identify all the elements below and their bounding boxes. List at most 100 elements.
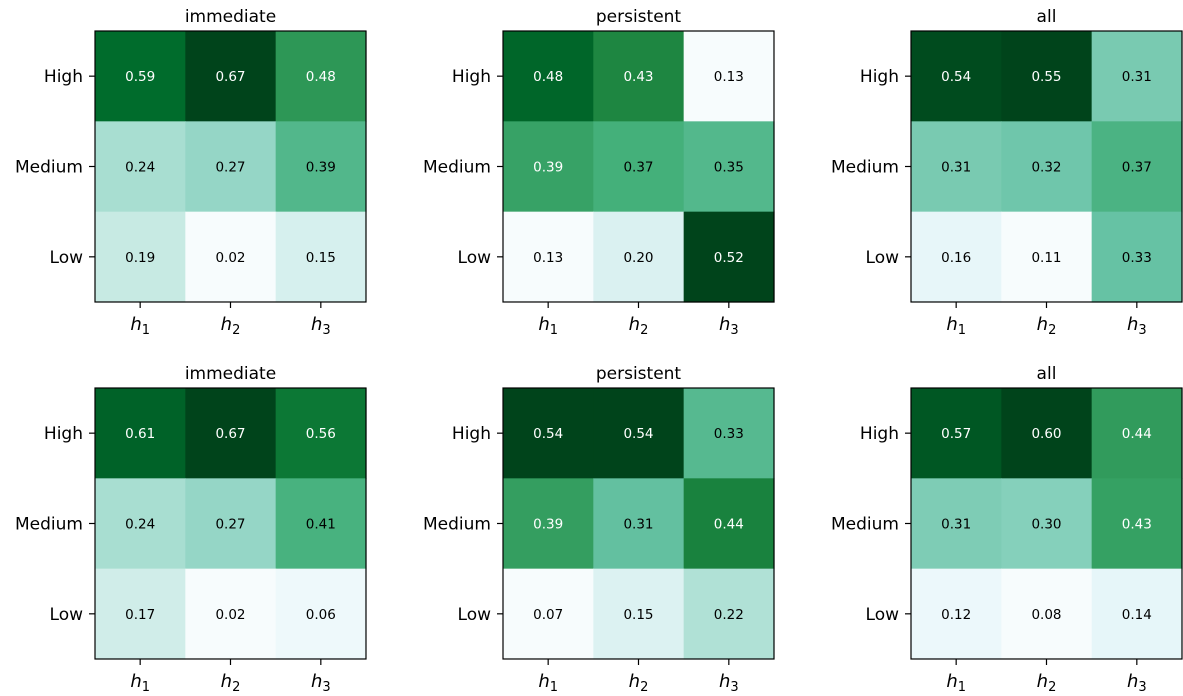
- cell-value-label: 0.31: [1122, 69, 1152, 85]
- cell-value-label: 0.44: [714, 516, 744, 532]
- y-tick-label: Medium: [831, 514, 899, 534]
- cell-value-label: 0.43: [623, 69, 653, 85]
- y-tick-label: High: [452, 67, 491, 87]
- heatmap-cell: [275, 31, 367, 122]
- x-tick-label: h3: [719, 314, 739, 338]
- heatmap-cell: [275, 388, 367, 479]
- heatmap-cell: [185, 31, 277, 122]
- heatmap-cell: [1001, 568, 1093, 660]
- cell-value-label: 0.08: [1031, 607, 1061, 623]
- cell-value-label: 0.48: [306, 69, 336, 85]
- cell-value-label: 0.19: [125, 250, 155, 266]
- cell-value-label: 0.39: [533, 516, 563, 532]
- heatmap-cell: [1091, 388, 1183, 479]
- heatmap-cell: [683, 478, 775, 570]
- cell-value-label: 0.37: [1122, 159, 1152, 175]
- y-tick-label: High: [44, 67, 83, 87]
- x-tick-label: h2: [1037, 314, 1057, 338]
- y-tick-label: Medium: [423, 157, 491, 177]
- heatmap-cell: [911, 31, 1002, 122]
- x-tick-label: h1: [538, 671, 558, 695]
- heatmap-cell: [503, 568, 594, 660]
- x-tick-label: h1: [946, 314, 966, 338]
- y-tick-label: Low: [866, 248, 900, 268]
- y-tick-label: Low: [458, 605, 492, 625]
- heatmap-cell: [911, 568, 1002, 660]
- cell-value-label: 0.11: [1031, 250, 1061, 266]
- x-tick-label: h3: [311, 314, 331, 338]
- y-tick-label: Medium: [15, 157, 83, 177]
- cell-value-label: 0.31: [941, 516, 971, 532]
- heatmap-cell: [503, 388, 594, 479]
- y-tick-label: Medium: [831, 157, 899, 177]
- y-tick-label: Low: [50, 605, 84, 625]
- y-tick-label: Low: [50, 248, 84, 268]
- cell-value-label: 0.15: [623, 607, 653, 623]
- cell-value-label: 0.54: [533, 426, 563, 442]
- y-tick-label: High: [860, 424, 899, 444]
- x-tick-label: h2: [629, 314, 649, 338]
- cell-value-label: 0.17: [125, 607, 155, 623]
- x-tick-label: h1: [130, 671, 150, 695]
- heatmap-cell: [503, 31, 594, 122]
- heatmap-cell: [503, 478, 594, 570]
- cell-value-label: 0.67: [215, 69, 245, 85]
- cell-value-label: 0.27: [215, 516, 245, 532]
- heatmap-cell: [275, 478, 367, 570]
- x-tick-label: h3: [311, 671, 331, 695]
- heatmap-cell: [593, 388, 685, 479]
- cell-value-label: 0.57: [941, 426, 971, 442]
- x-tick-label: h1: [538, 314, 558, 338]
- heatmap-cell: [1091, 478, 1183, 570]
- cell-value-label: 0.41: [306, 516, 336, 532]
- x-tick-label: h1: [946, 671, 966, 695]
- x-tick-label: h2: [221, 671, 241, 695]
- cell-value-label: 0.32: [1031, 159, 1061, 175]
- heatmap-panel: 0.61 0.67 0.56 0.24 0.27 0.41 0.17 0.02 0.06 imme…: [15, 364, 367, 695]
- cell-value-label: 0.39: [306, 159, 336, 175]
- heatmap-cell: [95, 211, 186, 303]
- heatmap-cell: [275, 121, 367, 213]
- heatmap-cell: [1001, 478, 1093, 570]
- heatmap-cell: [1091, 121, 1183, 213]
- y-tick-label: High: [44, 424, 83, 444]
- heatmap-cell: [593, 121, 685, 213]
- heatmap-cell: [911, 211, 1002, 303]
- heatmap-cell: [95, 388, 186, 479]
- cell-value-label: 0.02: [215, 607, 245, 623]
- x-tick-label: h2: [629, 671, 649, 695]
- panel-title: immediate: [185, 364, 276, 384]
- cell-value-label: 0.31: [623, 516, 653, 532]
- x-tick-label: h3: [719, 671, 739, 695]
- heatmap-cell: [275, 568, 367, 660]
- heatmap-cell: [1091, 211, 1183, 303]
- heatmap-cell: [1001, 388, 1093, 479]
- cell-value-label: 0.60: [1031, 426, 1061, 442]
- heatmap-cell: [95, 568, 186, 660]
- heatmap-cell: [185, 568, 277, 660]
- heatmap-cell: [911, 388, 1002, 479]
- heatmap-cell: [1001, 211, 1093, 303]
- heatmap-cell: [185, 121, 277, 213]
- cell-value-label: 0.15: [306, 250, 336, 266]
- heatmap-panel: 0.59 0.67 0.48 0.24 0.27 0.39 0.19 0.02 0.15 imme…: [15, 7, 367, 338]
- y-tick-label: Medium: [423, 514, 491, 534]
- heatmap-cell: [593, 211, 685, 303]
- cell-value-label: 0.30: [1031, 516, 1061, 532]
- heatmap-cell: [683, 568, 775, 660]
- cell-value-label: 0.44: [1122, 426, 1152, 442]
- cell-value-label: 0.27: [215, 159, 245, 175]
- heatmap-cell: [275, 211, 367, 303]
- cell-value-label: 0.13: [533, 250, 563, 266]
- x-tick-label: h2: [1037, 671, 1057, 695]
- heatmap-cell: [683, 211, 775, 303]
- cell-value-label: 0.55: [1031, 69, 1061, 85]
- cell-value-label: 0.02: [215, 250, 245, 266]
- heatmap-cell: [503, 121, 594, 213]
- cell-value-label: 0.33: [714, 426, 744, 442]
- heatmap-panel: 0.57 0.60 0.44 0.31 0.30 0.43 0.12 0.08 0.14 all H…: [831, 364, 1183, 695]
- cell-value-label: 0.20: [623, 250, 653, 266]
- y-tick-label: High: [452, 424, 491, 444]
- heatmap-cell: [1091, 568, 1183, 660]
